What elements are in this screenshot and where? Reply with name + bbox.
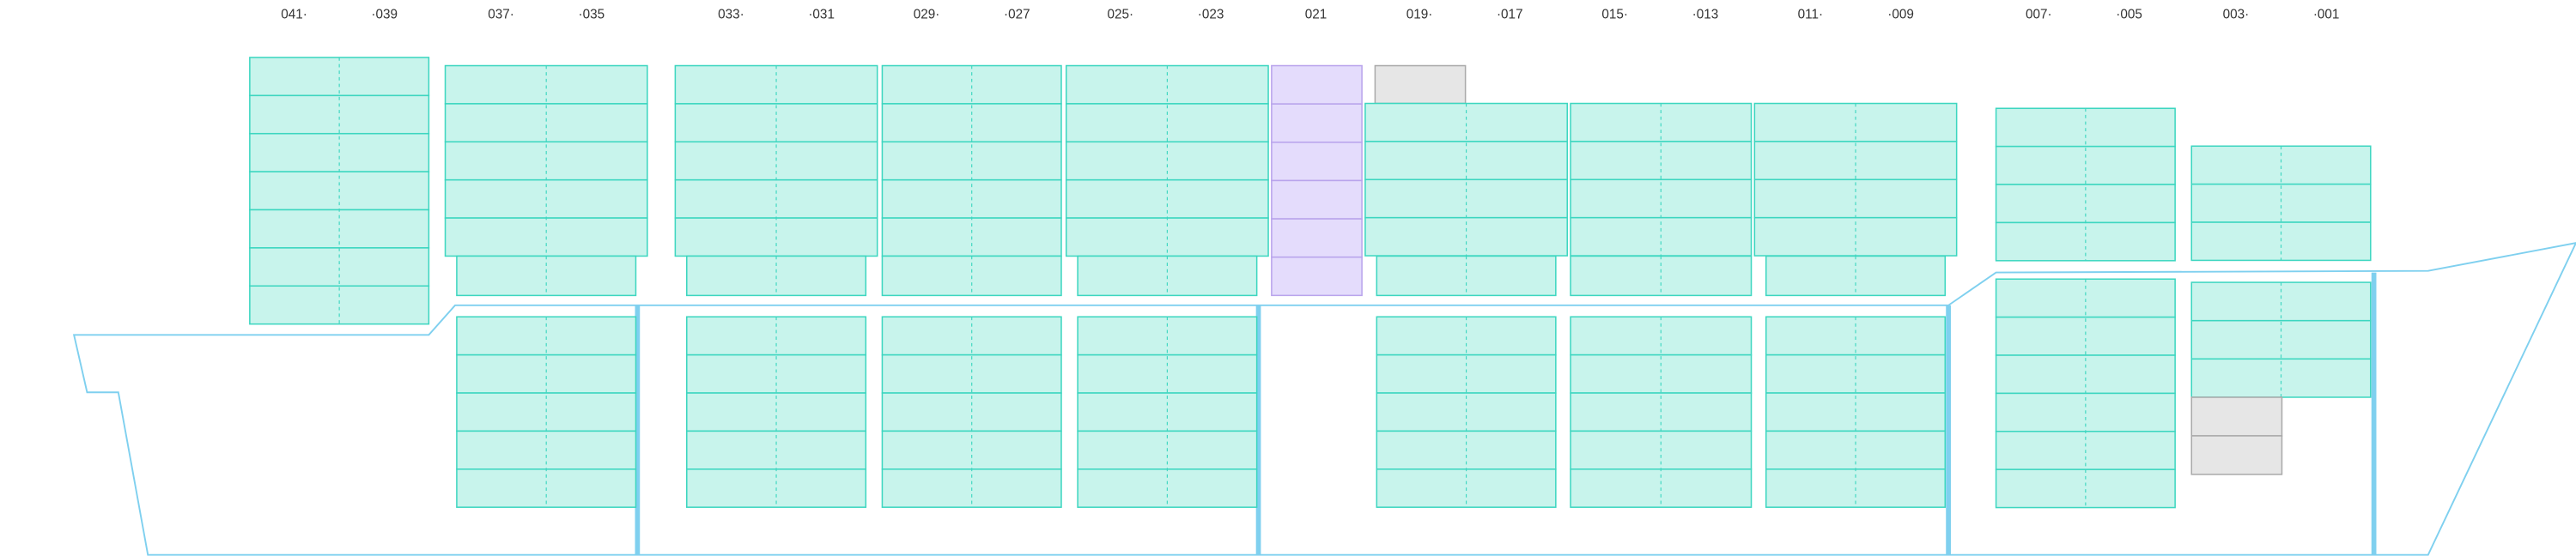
slot — [1995, 468, 2176, 509]
slot — [686, 316, 867, 356]
slot — [881, 316, 1062, 356]
slot — [1364, 102, 1569, 142]
slot — [249, 247, 430, 287]
slot — [444, 103, 648, 143]
bay-label: 019· — [1406, 7, 1433, 21]
slot — [2190, 183, 2372, 223]
slot — [1753, 141, 1958, 181]
bay-label: ·009 — [1887, 7, 1914, 21]
slot — [249, 94, 430, 135]
slot — [1570, 354, 1753, 394]
slot — [881, 354, 1062, 394]
bay-label: ·001 — [2313, 7, 2340, 21]
slot — [1077, 316, 1258, 356]
slot — [2190, 358, 2372, 398]
slot — [881, 64, 1062, 105]
bay-label: 037· — [488, 7, 514, 21]
slot — [456, 354, 637, 394]
slot — [2190, 435, 2283, 475]
slot — [249, 57, 430, 97]
slot — [1271, 179, 1363, 220]
slot — [1271, 256, 1363, 297]
bay-label: 015· — [1601, 7, 1628, 21]
slot — [1995, 145, 2176, 185]
slot — [2190, 281, 2372, 322]
slot — [686, 354, 867, 394]
slot — [1570, 102, 1753, 142]
slot — [1271, 64, 1363, 105]
slot — [444, 64, 648, 105]
slot — [1570, 316, 1753, 356]
slot — [1271, 103, 1363, 143]
slot — [2190, 145, 2372, 185]
slot — [1065, 103, 1269, 143]
bay-label: 041· — [281, 7, 307, 21]
slot — [1995, 316, 2176, 356]
slot — [1271, 142, 1363, 182]
slot — [456, 316, 637, 356]
bay-label: ·035 — [578, 7, 605, 21]
slot — [1995, 278, 2176, 318]
bay-label: 029· — [914, 7, 940, 21]
slot — [2190, 396, 2283, 437]
slot — [2190, 319, 2372, 360]
bay-label: ·023 — [1198, 7, 1224, 21]
bay-label: ·013 — [1692, 7, 1719, 21]
bay-label: 007· — [2026, 7, 2052, 21]
slot — [1570, 141, 1753, 181]
slot — [1765, 316, 1947, 356]
slot — [674, 64, 878, 105]
slot — [881, 103, 1062, 143]
slot — [1765, 354, 1947, 394]
bay-label: ·031 — [808, 7, 835, 21]
bay-label: ·005 — [2116, 7, 2142, 21]
bay-label: 011· — [1798, 7, 1823, 21]
slot — [1271, 218, 1363, 258]
slot — [674, 103, 878, 143]
slot — [1753, 102, 1958, 142]
slot — [1995, 107, 2176, 148]
slot — [1077, 354, 1258, 394]
bay-label: 021 — [1305, 7, 1327, 21]
bay-label: 033· — [718, 7, 744, 21]
slot — [1364, 141, 1569, 181]
hull — [72, 242, 2576, 556]
bay-label: ·027 — [1004, 7, 1030, 21]
slot — [249, 285, 430, 325]
bay-label: ·039 — [371, 7, 398, 21]
bay-label: 025· — [1108, 7, 1134, 21]
slot — [1376, 316, 1557, 356]
slot — [1065, 64, 1269, 105]
slot — [1374, 64, 1467, 105]
bay-label: 003· — [2223, 7, 2250, 21]
slot — [1376, 354, 1557, 394]
bay-label: ·017 — [1497, 7, 1523, 21]
